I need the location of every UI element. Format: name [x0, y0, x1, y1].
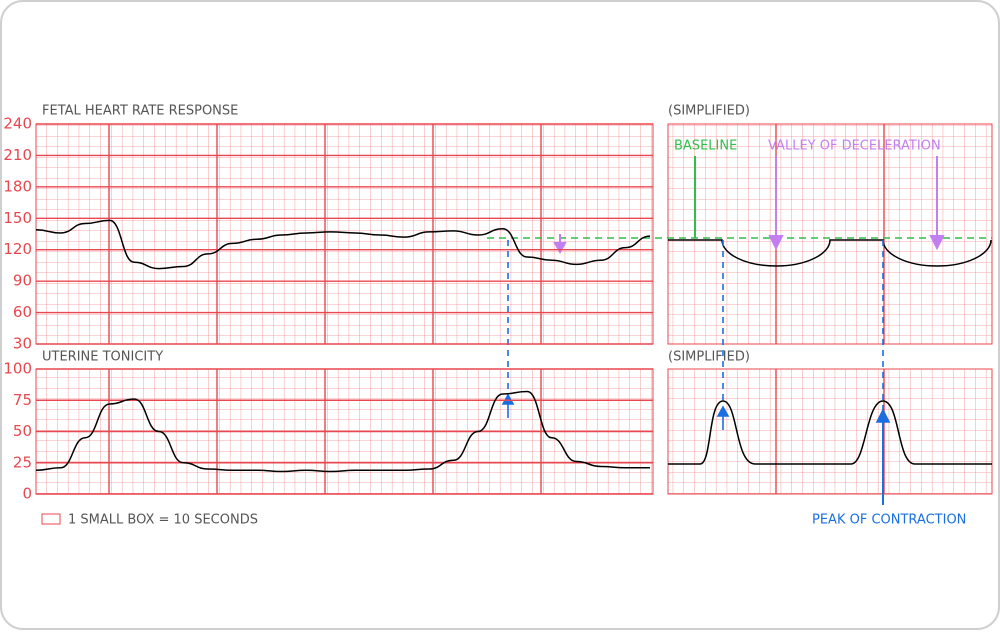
y-tick-label: 90: [13, 272, 32, 290]
baseline-label: BASELINE: [674, 139, 737, 154]
panel: [667, 123, 993, 345]
panel-title: UTERINE TONICITY: [42, 350, 163, 365]
panel: [35, 123, 654, 345]
y-tick-label: 0: [22, 485, 32, 503]
y-tick-label: 75: [13, 391, 32, 409]
panel-title: FETAL HEART RATE RESPONSE: [42, 104, 238, 119]
y-tick-label: 100: [3, 360, 32, 378]
y-tick-label: 150: [3, 209, 32, 227]
simplified-uterine: [668, 400, 992, 465]
peak-label: PEAK OF CONTRACTION: [812, 513, 966, 528]
y-tick-label: 60: [13, 303, 32, 321]
trace: [35, 390, 650, 473]
simplified-fhr: [668, 239, 992, 267]
panel-title: (SIMPLIFIED): [668, 104, 750, 119]
y-tick-label: 30: [13, 335, 32, 353]
y-tick-label: 50: [13, 422, 32, 440]
legend-swatch: [41, 513, 61, 525]
y-tick-label: 25: [13, 453, 32, 471]
scale-note: 1 SMALL BOX = 10 SECONDS: [68, 513, 258, 528]
grid-panels: [35, 123, 993, 495]
trace: [35, 219, 651, 270]
panel-title: (SIMPLIFIED): [668, 350, 750, 365]
y-tick-label: 120: [3, 240, 32, 258]
y-tick-label: 210: [3, 146, 32, 164]
y-tick-label: 180: [3, 177, 32, 195]
valley-arrows: [553, 156, 945, 255]
y-tick-label: 240: [3, 115, 32, 133]
panel: [667, 368, 993, 495]
peak-pointers: [501, 240, 891, 505]
valley-label: VALLEY OF DECELERATION: [768, 139, 941, 154]
